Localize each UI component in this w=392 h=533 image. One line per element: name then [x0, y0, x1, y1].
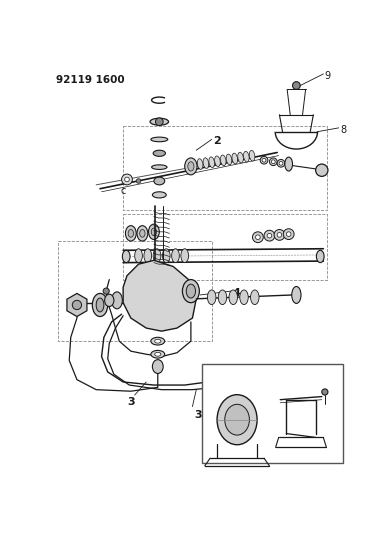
Ellipse shape: [226, 154, 232, 165]
Circle shape: [287, 232, 291, 237]
Ellipse shape: [225, 405, 249, 435]
Ellipse shape: [292, 287, 301, 303]
Text: 3: 3: [127, 398, 134, 407]
Ellipse shape: [220, 155, 226, 166]
Ellipse shape: [151, 337, 165, 345]
Ellipse shape: [250, 290, 259, 304]
Ellipse shape: [151, 228, 157, 236]
Circle shape: [269, 158, 277, 166]
Ellipse shape: [153, 150, 165, 156]
Ellipse shape: [197, 159, 203, 169]
Circle shape: [122, 174, 132, 185]
Ellipse shape: [96, 298, 104, 312]
Ellipse shape: [229, 290, 238, 304]
Ellipse shape: [182, 280, 200, 303]
Circle shape: [271, 160, 275, 164]
Ellipse shape: [154, 177, 165, 185]
Ellipse shape: [152, 165, 167, 169]
Ellipse shape: [185, 158, 197, 175]
Ellipse shape: [232, 153, 238, 164]
Ellipse shape: [112, 292, 122, 309]
Circle shape: [136, 179, 141, 183]
Ellipse shape: [238, 152, 243, 163]
Circle shape: [228, 415, 234, 421]
Ellipse shape: [150, 118, 169, 125]
Circle shape: [322, 389, 328, 395]
Text: 8: 8: [340, 125, 347, 135]
Ellipse shape: [215, 156, 220, 167]
Circle shape: [283, 229, 294, 239]
Ellipse shape: [285, 157, 292, 171]
Ellipse shape: [155, 352, 161, 356]
Bar: [202, 364, 343, 463]
Ellipse shape: [188, 161, 194, 171]
Circle shape: [103, 288, 109, 294]
Ellipse shape: [149, 224, 159, 239]
Circle shape: [236, 396, 242, 402]
Ellipse shape: [249, 150, 255, 161]
Circle shape: [274, 230, 285, 240]
Text: c: c: [121, 185, 126, 196]
Ellipse shape: [140, 230, 145, 237]
Text: 1: 1: [322, 422, 329, 432]
Text: 2: 2: [213, 135, 221, 146]
Text: 9: 9: [325, 71, 331, 81]
Circle shape: [156, 118, 163, 126]
Text: 4: 4: [232, 288, 240, 298]
Circle shape: [264, 230, 275, 241]
Ellipse shape: [203, 158, 209, 168]
Text: 3: 3: [194, 410, 201, 421]
Ellipse shape: [316, 251, 324, 263]
Ellipse shape: [151, 350, 165, 358]
Circle shape: [252, 232, 263, 243]
Circle shape: [292, 82, 300, 90]
Ellipse shape: [207, 290, 216, 304]
Circle shape: [72, 301, 82, 310]
Ellipse shape: [151, 137, 168, 142]
Text: 7: 7: [276, 453, 283, 463]
Ellipse shape: [155, 339, 161, 343]
Circle shape: [125, 177, 129, 182]
Ellipse shape: [128, 230, 134, 237]
Ellipse shape: [209, 157, 214, 167]
Ellipse shape: [152, 360, 163, 374]
Ellipse shape: [181, 249, 189, 263]
Circle shape: [277, 159, 285, 167]
Text: 92119 1600: 92119 1600: [56, 75, 125, 85]
Circle shape: [260, 156, 268, 164]
Ellipse shape: [122, 251, 130, 263]
Ellipse shape: [172, 249, 179, 263]
Circle shape: [256, 235, 260, 239]
Text: 4: 4: [307, 374, 314, 384]
Ellipse shape: [137, 225, 148, 241]
Ellipse shape: [217, 394, 257, 445]
Ellipse shape: [135, 249, 142, 263]
Ellipse shape: [125, 225, 136, 241]
Ellipse shape: [153, 249, 161, 263]
Circle shape: [279, 161, 283, 165]
Ellipse shape: [186, 284, 196, 298]
Text: 6: 6: [209, 374, 216, 384]
Circle shape: [262, 158, 266, 162]
Ellipse shape: [243, 151, 249, 162]
Circle shape: [316, 164, 328, 176]
Ellipse shape: [162, 249, 170, 263]
Circle shape: [277, 232, 282, 237]
Ellipse shape: [144, 249, 152, 263]
Ellipse shape: [152, 192, 166, 198]
Polygon shape: [123, 260, 196, 331]
Circle shape: [267, 233, 272, 238]
Ellipse shape: [218, 290, 227, 304]
Polygon shape: [67, 294, 87, 317]
Text: 5: 5: [276, 374, 283, 384]
Ellipse shape: [93, 294, 108, 317]
Ellipse shape: [240, 290, 248, 304]
Ellipse shape: [105, 294, 114, 306]
